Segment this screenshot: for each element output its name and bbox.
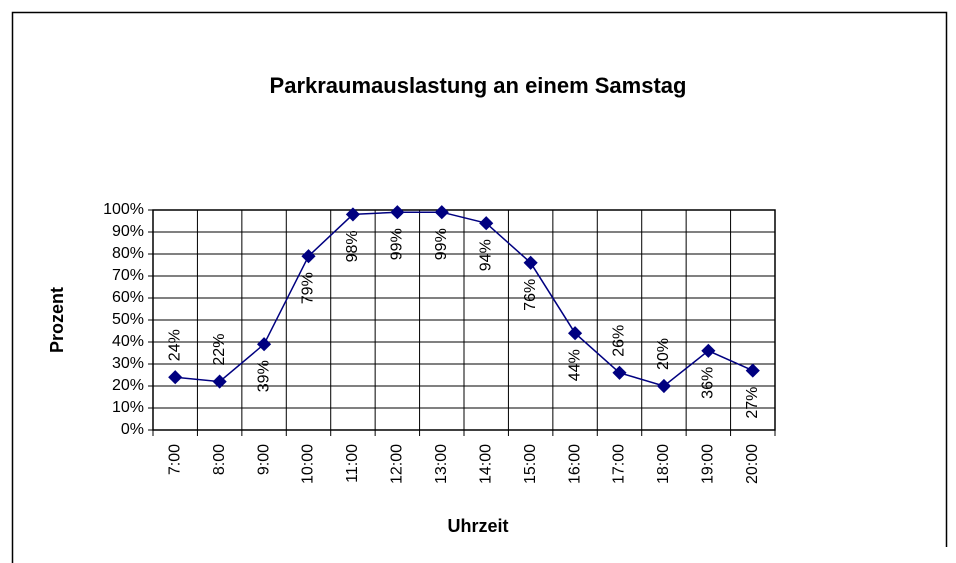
- data-label: 76%: [522, 279, 539, 311]
- marker: [257, 337, 272, 352]
- data-label: 79%: [300, 272, 317, 304]
- marker: [212, 374, 227, 389]
- x-tick-label: 7:00: [166, 444, 183, 475]
- x-tick-label: 14:00: [477, 444, 494, 484]
- data-label: 26%: [611, 325, 628, 357]
- marker: [301, 249, 316, 264]
- data-label: 94%: [477, 239, 494, 271]
- marker: [168, 370, 183, 385]
- marker: [390, 205, 405, 220]
- chart-title: Parkraumauslastung an einem Samstag: [270, 73, 687, 98]
- data-label: 36%: [700, 367, 717, 399]
- data-label: 99%: [389, 228, 406, 260]
- y-tick-label: 100%: [103, 201, 144, 218]
- x-tick-label: 13:00: [433, 444, 450, 484]
- marker: [745, 363, 760, 378]
- data-label: 27%: [744, 387, 761, 419]
- marker: [568, 326, 583, 341]
- data-label: 24%: [166, 329, 183, 361]
- x-tick-label: 19:00: [700, 444, 717, 484]
- data-label: 98%: [344, 230, 361, 262]
- x-tick-label: 18:00: [655, 444, 672, 484]
- y-tick-label: 20%: [112, 377, 144, 394]
- y-tick-label: 80%: [112, 245, 144, 262]
- y-axis-label: Prozent: [47, 287, 67, 353]
- x-tick-label: 8:00: [211, 444, 228, 475]
- data-label: 99%: [433, 228, 450, 260]
- x-tick-label: 16:00: [566, 444, 583, 484]
- y-tick-label: 70%: [112, 267, 144, 284]
- y-tick-label: 10%: [112, 399, 144, 416]
- marker: [345, 207, 360, 222]
- marker: [434, 205, 449, 220]
- x-tick-label: 9:00: [255, 444, 272, 475]
- y-tick-label: 0%: [121, 421, 144, 438]
- data-label: 20%: [655, 338, 672, 370]
- data-label: 44%: [566, 349, 583, 381]
- x-axis-label: Uhrzeit: [447, 516, 508, 536]
- marker: [479, 216, 494, 231]
- x-tick-label: 12:00: [389, 444, 406, 484]
- y-tick-label: 40%: [112, 333, 144, 350]
- x-tick-label: 17:00: [611, 444, 628, 484]
- x-tick-label: 20:00: [744, 444, 761, 484]
- x-tick-label: 11:00: [344, 444, 361, 483]
- y-tick-label: 50%: [112, 311, 144, 328]
- y-tick-label: 60%: [112, 289, 144, 306]
- chart-border: [11, 11, 948, 563]
- marker: [523, 255, 538, 270]
- x-tick-label: 10:00: [300, 444, 317, 484]
- marker: [612, 365, 627, 380]
- x-tick-label: 15:00: [522, 444, 539, 484]
- y-tick-label: 90%: [112, 223, 144, 240]
- marker: [656, 378, 671, 394]
- data-label: 22%: [211, 334, 228, 366]
- marker: [701, 343, 716, 358]
- plot-frame: [152, 209, 776, 431]
- data-label: 39%: [255, 360, 272, 392]
- line: [175, 211, 754, 387]
- y-tick-label: 30%: [112, 355, 144, 372]
